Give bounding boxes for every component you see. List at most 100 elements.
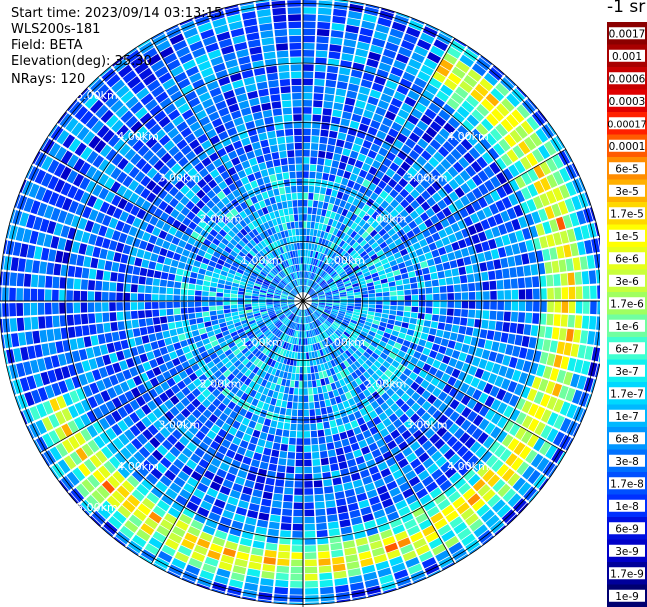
ppi-gate — [287, 343, 292, 351]
ppi-gate — [107, 475, 120, 489]
ppi-gate — [197, 383, 207, 393]
ppi-gate — [195, 85, 208, 96]
ppi-gate — [292, 250, 296, 258]
ppi-gate — [322, 0, 333, 1]
ppi-gate — [125, 214, 136, 225]
ppi-gate — [339, 232, 346, 240]
ppi-gate — [90, 515, 102, 527]
ppi-gate — [580, 225, 590, 240]
ppi-gate — [23, 273, 32, 287]
ppi-gate — [231, 157, 241, 166]
ppi-gate — [129, 246, 138, 257]
ppi-gate — [157, 177, 169, 188]
ppi-gate — [198, 458, 210, 469]
ppi-gate — [303, 285, 305, 293]
ppi-gate — [123, 292, 130, 301]
ppi-gate — [253, 67, 266, 76]
ppi-gate — [307, 316, 310, 323]
ppi-gate — [362, 327, 370, 334]
ppi-gate — [236, 93, 248, 103]
ppi-gate — [473, 524, 488, 538]
ppi-gate — [252, 211, 260, 220]
ppi-gate — [518, 347, 528, 359]
ppi-gate — [495, 157, 507, 171]
ppi-gate — [402, 316, 410, 323]
ppi-gate — [132, 217, 142, 228]
ppi-gate — [336, 599, 351, 603]
ppi-gate — [168, 145, 180, 157]
ppi-gate — [344, 282, 352, 287]
ppi-gate — [208, 111, 220, 122]
ppi-gate — [329, 314, 336, 320]
ppi-gate — [267, 130, 276, 139]
ppi-gate — [104, 260, 113, 271]
ppi-gate — [216, 147, 227, 158]
ppi-gate — [379, 340, 387, 348]
ppi-gate — [314, 494, 324, 502]
ppi-gate — [402, 254, 411, 262]
ppi-gate — [288, 313, 293, 319]
ppi-gate — [321, 282, 327, 288]
ppi-gate — [321, 283, 328, 289]
ppi-gate — [423, 162, 435, 173]
ppi-gate — [491, 363, 501, 375]
ppi-gate — [376, 396, 385, 406]
ppi-gate — [389, 162, 400, 172]
ppi-gate — [256, 519, 269, 528]
ppi-gate — [59, 277, 67, 289]
ppi-gate — [303, 402, 309, 410]
ppi-gate — [330, 271, 337, 278]
ppi-gate — [204, 321, 212, 328]
ppi-gate — [332, 389, 340, 397]
ppi-gate — [420, 212, 429, 222]
ppi-gate — [411, 306, 419, 313]
ppi-gate — [281, 333, 286, 341]
ppi-gate — [267, 332, 274, 339]
ppi-gate — [476, 301, 483, 310]
ppi-gate — [567, 357, 577, 372]
ppi-gate — [178, 239, 187, 248]
ppi-gate — [34, 246, 43, 260]
ppi-gate — [34, 169, 46, 185]
ppi-gate — [370, 253, 378, 261]
ppi-gate — [49, 446, 62, 461]
ppi-gate — [157, 255, 166, 264]
ppi-gate — [274, 384, 281, 392]
ppi-gate — [259, 200, 266, 209]
ppi-gate — [273, 302, 280, 305]
ppi-gate — [413, 351, 422, 359]
ppi-gate — [358, 439, 368, 449]
ppi-gate — [431, 450, 443, 462]
ppi-gate — [144, 543, 160, 556]
ppi-gate — [390, 209, 399, 218]
ppi-gate — [395, 194, 404, 204]
ppi-gate — [271, 250, 277, 258]
ppi-gate — [456, 106, 470, 119]
ppi-gate — [236, 551, 250, 561]
ppi-gate — [277, 421, 284, 429]
ppi-gate — [373, 509, 386, 519]
ppi-gate — [556, 245, 565, 259]
ppi-gate — [397, 306, 404, 311]
ppi-gate — [244, 377, 252, 386]
ppi-gate — [368, 307, 376, 312]
ppi-gate — [400, 383, 410, 392]
ppi-gate — [584, 346, 594, 360]
ppi-gate — [443, 448, 456, 460]
ppi-gate — [399, 413, 409, 424]
ppi-gate — [314, 285, 320, 291]
ppi-gate — [257, 9, 271, 18]
ppi-gate — [450, 92, 464, 105]
ppi-gate — [78, 243, 88, 255]
ppi-gate — [282, 201, 288, 209]
ppi-gate — [288, 444, 296, 452]
ppi-gate — [304, 466, 312, 474]
ppi-gate — [316, 277, 322, 283]
ppi-gate — [436, 426, 448, 438]
ppi-gate — [209, 152, 219, 162]
ppi-gate — [443, 407, 455, 418]
ppi-gate — [25, 259, 33, 273]
ppi-gate — [380, 219, 389, 228]
ppi-gate — [425, 23, 439, 32]
ppi-gate — [435, 352, 444, 362]
